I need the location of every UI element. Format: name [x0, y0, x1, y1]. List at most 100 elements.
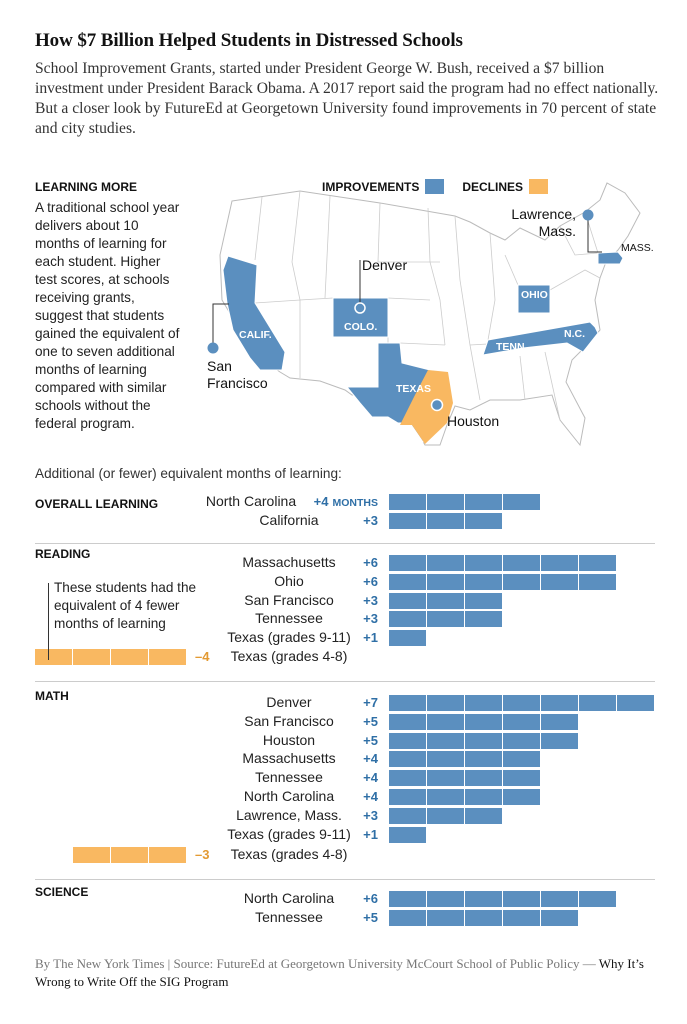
bar-segment — [503, 789, 540, 805]
footer: By The New York Times | Source: FutureEd… — [35, 955, 675, 991]
bar — [389, 713, 579, 730]
bar-segment — [427, 695, 464, 711]
bar-segment — [427, 789, 464, 805]
bar-segment — [465, 807, 502, 824]
section-heading: MATH — [35, 689, 69, 703]
row-value: +3 — [363, 592, 378, 609]
value-label: +7 — [363, 695, 378, 710]
bar-segment — [427, 909, 464, 926]
bar-segment — [579, 555, 616, 571]
footer-article-link[interactable]: Why It’s Wrong to Write Off the SIG Prog… — [35, 956, 644, 989]
value-label: +5 — [363, 732, 378, 748]
bar-segment — [465, 592, 502, 609]
row-value: +1 — [363, 629, 378, 646]
page-title: How $7 Billion Helped Students in Distre… — [35, 30, 463, 51]
bar-segment — [427, 512, 464, 529]
bar — [389, 512, 503, 529]
bar-segment — [503, 891, 540, 907]
bar-segment — [427, 592, 464, 609]
row-label: Denver — [266, 694, 312, 710]
bar — [389, 807, 503, 824]
bar-segment — [389, 732, 426, 749]
row-value: +5 — [363, 732, 378, 749]
section-divider — [35, 879, 655, 880]
city-label-denver: Denver — [362, 257, 407, 273]
bar — [389, 630, 427, 647]
row-value: +4 MONTHS — [314, 493, 378, 512]
legend-improvements-swatch — [425, 179, 445, 194]
bar-segment — [389, 592, 426, 609]
bar-segment — [465, 611, 502, 628]
bar-segment — [389, 494, 426, 510]
bar-segment — [427, 751, 464, 768]
bar-segment — [465, 770, 502, 787]
map-label-tenn: TENN. — [496, 341, 528, 353]
bar — [389, 789, 541, 805]
bar — [389, 826, 427, 843]
row-value: +6 — [363, 554, 378, 571]
row-label: Massachusetts — [242, 554, 336, 570]
us-outline — [219, 182, 641, 447]
bar — [35, 649, 187, 665]
bar-segment — [541, 909, 578, 926]
row-value: +6 — [363, 890, 378, 907]
bar — [389, 770, 541, 787]
bar-segment — [427, 807, 464, 824]
row-label: North Carolina — [243, 788, 335, 804]
bar — [389, 751, 541, 768]
value-label: +5 — [363, 713, 378, 729]
bar — [389, 695, 655, 711]
row-value: +4 — [363, 769, 378, 786]
value-label: +3 — [363, 611, 378, 627]
bar-segment — [541, 555, 578, 571]
section-heading: OVERALL LEARNING — [35, 497, 159, 511]
section-heading: READING — [35, 547, 91, 561]
map-label-calif: CALIF. — [239, 329, 272, 341]
bar-segment — [541, 713, 578, 730]
row-value: +3 — [363, 512, 378, 529]
bar-segment — [73, 649, 110, 665]
row-label: Texas (grades 4-8) — [230, 648, 348, 664]
bar-segment — [465, 751, 502, 768]
unit-label: MONTHS — [332, 497, 379, 509]
bar — [389, 891, 617, 907]
bar-segment — [465, 891, 502, 907]
footer-source: By The New York Times | Source: FutureEd… — [35, 956, 599, 971]
bar-segment — [389, 713, 426, 730]
value-label: +1 — [363, 826, 378, 842]
bar — [389, 555, 617, 571]
city-label-sf-1: San — [207, 358, 232, 374]
legend-improvements-label: IMPROVEMENTS — [322, 179, 420, 194]
value-label: +5 — [363, 909, 378, 925]
row-label: Lawrence, Mass. — [236, 806, 342, 823]
map-label-texas: TEXAS — [396, 383, 431, 395]
row-value: +3 — [363, 807, 378, 824]
bar-segment — [389, 695, 426, 711]
city-label-lawrence-2: Mass. — [539, 223, 576, 239]
us-map: CALIF. COLO. TEXAS OHIO TENN. N.C. MASS.… — [207, 182, 654, 447]
bar-segment — [503, 695, 540, 711]
value-label: +6 — [363, 573, 378, 589]
row-value: –3 — [195, 846, 378, 863]
bar-segment — [465, 512, 502, 529]
row-value: +5 — [363, 909, 378, 926]
bar-segment — [541, 695, 578, 711]
row-value: +5 — [363, 713, 378, 730]
bar-segment — [503, 751, 540, 768]
bar-segment — [427, 770, 464, 787]
bar-segment — [579, 695, 616, 711]
legend-declines-swatch — [529, 179, 549, 194]
row-label: Ohio — [274, 572, 304, 589]
row-value: +4 — [363, 788, 378, 805]
value-label: –4 — [195, 649, 210, 664]
bar-segment — [427, 494, 464, 510]
row-value: +6 — [363, 573, 378, 590]
bar-segment — [503, 713, 540, 730]
sf-marker — [207, 342, 219, 354]
bar-segment — [73, 847, 110, 864]
bar-segment — [427, 611, 464, 628]
row-label: Houston — [262, 731, 316, 748]
bar-segment — [503, 732, 540, 749]
tennessee-nc-shape — [482, 321, 599, 356]
row-label: Tennessee — [255, 610, 323, 627]
